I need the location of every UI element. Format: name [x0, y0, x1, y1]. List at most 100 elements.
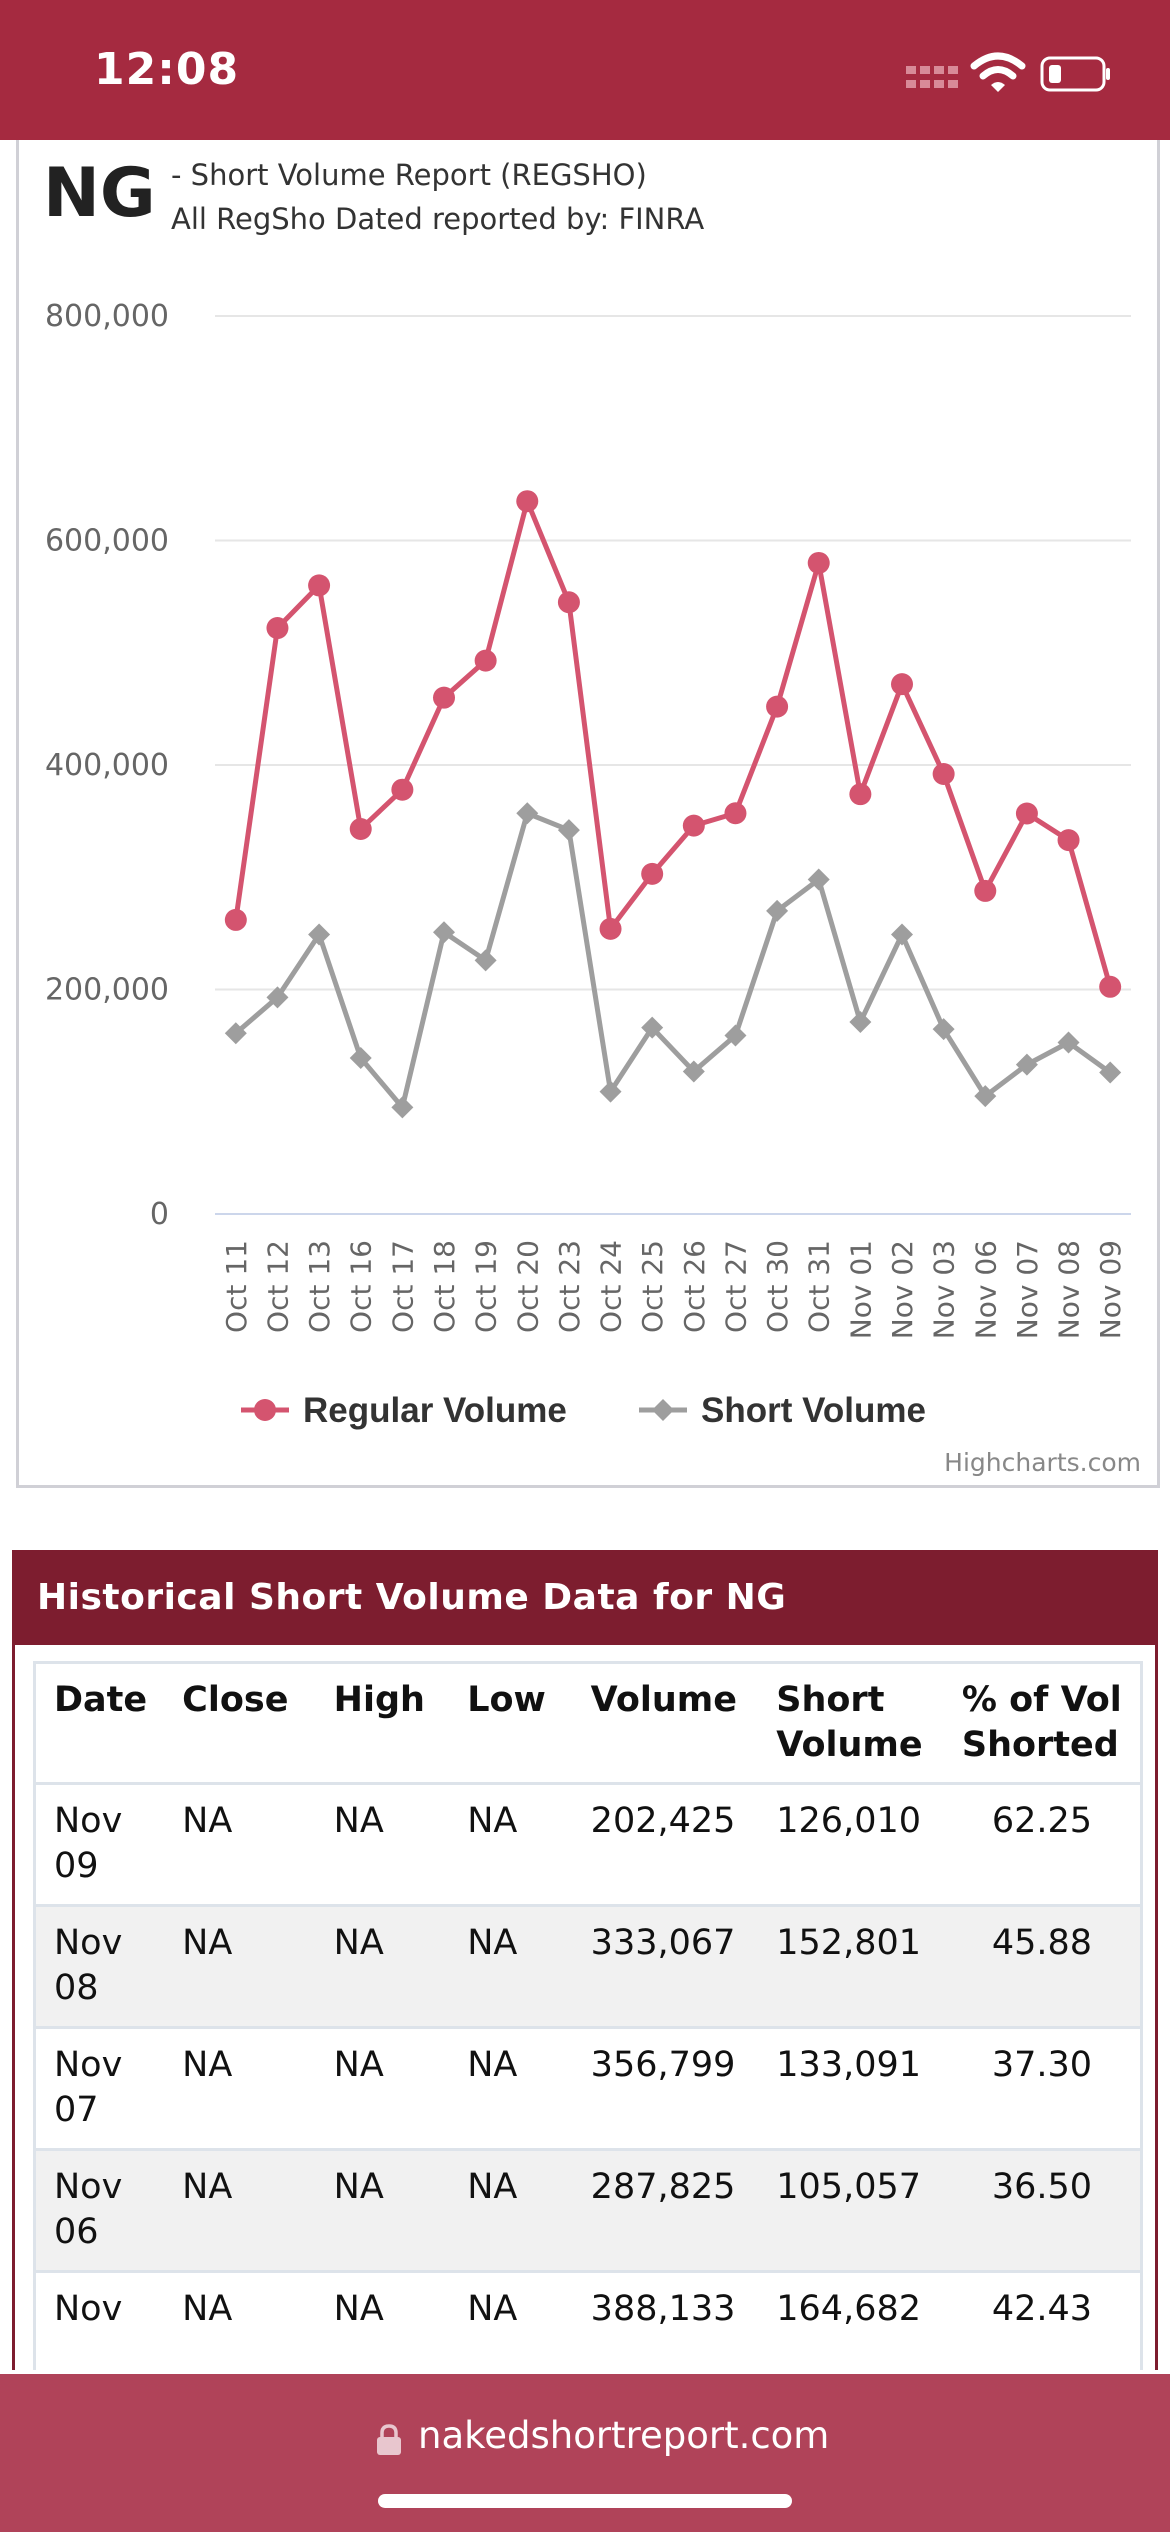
regular-volume-point	[766, 695, 789, 718]
cell-date: Nov	[34, 2271, 165, 2370]
report-title: - Short Volume Report (REGSHO)	[171, 158, 647, 192]
y-tick-label: 400,000	[45, 748, 169, 783]
regular-volume-point	[599, 917, 622, 940]
regular-volume-point	[224, 908, 247, 931]
x-tick-label: Nov 02	[886, 1240, 919, 1339]
x-tick-label: Nov 08	[1053, 1240, 1086, 1339]
regular-volume-point	[1057, 829, 1080, 852]
ticker-symbol: NG	[43, 154, 156, 233]
home-indicator[interactable]	[378, 2494, 792, 2508]
regular-volume-point	[807, 551, 830, 574]
cell-date: Nov 07	[34, 2027, 165, 2151]
short-volume-point	[516, 802, 539, 825]
cell-date: Nov 09	[34, 1783, 165, 1907]
short-volume-point	[807, 868, 830, 891]
cellular-signal-icon	[906, 66, 958, 88]
cell-high: NA	[315, 2271, 450, 2370]
short-volume-point	[224, 1022, 247, 1045]
url-text[interactable]: nakedshortreport.com	[418, 2414, 830, 2457]
regular-volume-point	[641, 862, 664, 885]
cell-short-volume: 133,091	[758, 2027, 944, 2151]
regular-volume-point	[349, 817, 372, 840]
cell-volume: 388,133	[572, 2271, 759, 2370]
x-tick-label: Oct 17	[386, 1240, 419, 1333]
cell-short-volume: 126,010	[758, 1783, 944, 1907]
x-tick-label: Nov 03	[928, 1240, 961, 1339]
legend-short-volume-label[interactable]: Short Volume	[701, 1391, 926, 1430]
x-tick-label: Oct 11	[220, 1240, 253, 1333]
regular-volume-point	[557, 591, 580, 614]
x-tick-label: Oct 12	[261, 1240, 294, 1333]
cell-high: NA	[315, 1783, 450, 1907]
col-header-volume: Volume	[572, 1662, 759, 1785]
historical-data-section: Historical Short Volume Data for NG Date…	[12, 1550, 1158, 2370]
table-section-title: Historical Short Volume Data for NG	[15, 1553, 1155, 1645]
cell-low: NA	[449, 2271, 573, 2370]
y-tick-label: 200,000	[45, 973, 169, 1008]
short-volume-line	[234, 810, 1112, 1110]
table-row: Nov 08 NA NA NA 333,067 152,801 45.88	[34, 1905, 1142, 2029]
regular-volume-point	[891, 673, 913, 696]
short-volume-point	[932, 1018, 955, 1041]
table-header-row: Date Close High Low Volume Short Volume …	[34, 1662, 1142, 1785]
cell-pct-shorted: 37.30	[943, 2027, 1142, 2151]
cell-volume: 356,799	[572, 2027, 759, 2151]
short-volume-point	[599, 1080, 622, 1103]
cell-volume: 202,425	[572, 1783, 759, 1907]
short-volume-point	[266, 986, 289, 1009]
col-header-high: High	[315, 1662, 450, 1785]
cell-close: NA	[164, 2027, 316, 2151]
cell-close: NA	[164, 2149, 316, 2273]
x-tick-label: Oct 31	[803, 1240, 836, 1333]
report-subtitle: All RegSho Dated reported by: FINRA	[171, 202, 705, 236]
cell-date: Nov 08	[34, 1905, 165, 2029]
regular-volume-point	[391, 778, 414, 801]
short-volume-point	[974, 1085, 997, 1108]
x-tick-label: Oct 24	[595, 1240, 628, 1333]
highcharts-credit-link[interactable]: Highcharts.com	[944, 1448, 1141, 1477]
x-tick-label: Oct 23	[553, 1240, 586, 1333]
cell-close: NA	[164, 2271, 316, 2370]
wifi-icon	[970, 52, 1026, 92]
table-row: Nov 06 NA NA NA 287,825 105,057 36.50	[34, 2149, 1142, 2273]
x-tick-label: Oct 19	[470, 1240, 503, 1333]
short-volume-point	[308, 923, 331, 946]
cell-high: NA	[315, 1905, 450, 2029]
cell-pct-shorted: 42.43	[943, 2271, 1142, 2370]
regular-volume-point	[849, 783, 872, 806]
short-volume-point	[724, 1024, 747, 1047]
x-tick-label: Nov 01	[844, 1240, 877, 1339]
x-tick-label: Oct 13	[303, 1240, 336, 1333]
cell-low: NA	[449, 2027, 573, 2151]
cell-short-volume: 152,801	[758, 1905, 944, 2029]
cell-low: NA	[449, 1783, 573, 1907]
x-tick-label: Oct 16	[345, 1240, 378, 1333]
regular-volume-point	[266, 617, 289, 640]
short-volume-point	[849, 1011, 872, 1034]
chart-card: NG - Short Volume Report (REGSHO) All Re…	[16, 140, 1160, 1488]
legend-regular-volume-label[interactable]: Regular Volume	[303, 1391, 567, 1430]
short-volume-point	[1015, 1053, 1038, 1076]
short-volume-point	[682, 1060, 705, 1083]
short-volume-point	[474, 949, 497, 972]
short-volume-point	[557, 819, 580, 842]
status-time: 12:08	[94, 44, 240, 95]
col-header-date: Date	[34, 1662, 165, 1785]
lock-icon	[377, 2424, 401, 2455]
y-tick-label: 800,000	[45, 299, 169, 334]
browser-url-bar[interactable]: nakedshortreport.com	[0, 2374, 1170, 2532]
cell-date: Nov 06	[34, 2149, 165, 2273]
regular-volume-point	[433, 686, 455, 709]
x-tick-label: Oct 20	[511, 1240, 544, 1333]
cell-close: NA	[164, 1783, 316, 1907]
col-header-low: Low	[449, 1662, 573, 1785]
legend-regular-volume-marker	[254, 1399, 276, 1421]
short-volume-point	[391, 1096, 414, 1119]
table-row: Nov 09 NA NA NA 202,425 126,010 62.25	[34, 1783, 1142, 1907]
cell-low: NA	[449, 2149, 573, 2273]
regular-volume-point	[516, 490, 539, 513]
short-volume-point	[891, 923, 913, 946]
x-tick-label: Oct 18	[428, 1240, 461, 1333]
regular-volume-point	[1015, 802, 1038, 825]
